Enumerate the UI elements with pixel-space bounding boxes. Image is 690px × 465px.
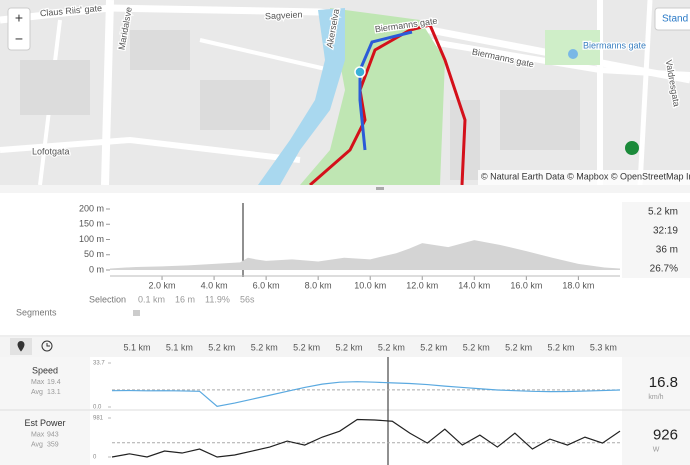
panel-labels [0, 357, 90, 465]
x-tick-label: 12.0 km [406, 280, 438, 290]
x-tick-label: 18.0 km [562, 280, 594, 290]
detail-x-label: 5.2 km [505, 342, 532, 352]
segment-mark [133, 310, 140, 316]
detail-x-label: 5.2 km [293, 342, 320, 352]
park [300, 8, 445, 185]
panel-values [622, 357, 690, 465]
detail-x-label: 5.1 km [123, 342, 150, 352]
detail-x-label: 5.2 km [547, 342, 574, 352]
selection-label: Selection [89, 294, 126, 304]
x-tick-label: 16.0 km [510, 280, 542, 290]
selection-value: 16 m [175, 294, 195, 304]
unit: km/h [648, 394, 663, 401]
avg-label: Avg [31, 389, 43, 396]
panel-name: Speed [32, 365, 58, 375]
poi-icon [625, 141, 639, 155]
splitter[interactable] [0, 185, 690, 193]
x-tick-label: 4.0 km [201, 280, 228, 290]
stat-value: 32:19 [653, 226, 678, 237]
stat-value: 5.2 km [648, 207, 678, 218]
attribution: © Natural Earth Data © Mapbox © OpenStre… [481, 171, 690, 181]
max-label: Max [31, 379, 45, 386]
series-line [111, 381, 621, 407]
detail-x-label: 5.2 km [378, 342, 405, 352]
style-button[interactable] [654, 7, 690, 31]
y-tick-label: 33.7 [93, 361, 105, 367]
unit: W [653, 446, 660, 453]
x-tick-label: 6.0 km [253, 280, 280, 290]
y-tick-label: 200 m [79, 203, 104, 213]
stat-value: 36 m [656, 245, 678, 256]
selection-value: 0.1 km [138, 294, 165, 304]
y-tick-label: 0 m [89, 264, 104, 274]
attribution-box [478, 170, 690, 185]
zoom-out[interactable]: − [15, 31, 23, 47]
series-line [111, 418, 621, 458]
x-tick-label: 10.0 km [354, 280, 386, 290]
x-tick-label: 8.0 km [305, 280, 332, 290]
river [258, 8, 345, 185]
y-tick-label: 50 m [84, 249, 104, 259]
clock-hands [46, 343, 50, 347]
route [309, 23, 467, 187]
elevation-area [110, 240, 620, 270]
detail-x-label: 5.2 km [208, 342, 235, 352]
stats-box [622, 202, 690, 278]
park [545, 30, 600, 65]
map-label: Sagveien [265, 9, 303, 21]
avg-value: 13.1 [47, 389, 61, 396]
detail-x-label: 5.2 km [420, 342, 447, 352]
x-tick-label: 14.0 km [458, 280, 490, 290]
current-value: 16.8 [649, 374, 678, 391]
detail-toolbar [0, 337, 690, 357]
map-label: Lofotgata [32, 146, 70, 156]
position-marker [354, 66, 366, 78]
avg-label: Avg [31, 441, 43, 448]
pin-icon [17, 341, 25, 352]
avg-value: 359 [47, 441, 59, 448]
y-tick-label: 0.0 [93, 405, 102, 411]
detail-x-label: 5.3 km [590, 342, 617, 352]
selection-value: 11.9% [205, 294, 230, 304]
map-label: Biermanns gate [583, 40, 646, 50]
detail-x-label: 5.2 km [251, 342, 278, 352]
segments-label: Segments [16, 307, 57, 317]
stat-value: 26.7% [650, 264, 678, 275]
poi-icon [568, 49, 578, 59]
max-label: Max [31, 431, 45, 438]
max-value: 19.4 [47, 379, 61, 386]
selection-value: 56s [240, 294, 255, 304]
detail-x-label: 5.2 km [463, 342, 490, 352]
current-value: 926 [653, 426, 678, 443]
max-value: 943 [47, 431, 59, 438]
zoom-in[interactable]: + [15, 10, 23, 26]
x-tick-label: 2.0 km [149, 280, 176, 290]
style-button-label: Stand [662, 14, 688, 25]
y-tick-label: 100 m [79, 234, 104, 244]
zoom-control [7, 7, 31, 51]
panel-name: Est Power [24, 418, 65, 428]
detail-x-label: 5.2 km [335, 342, 362, 352]
y-tick-label: 150 m [79, 219, 104, 229]
clock-icon[interactable] [41, 340, 53, 352]
detail-x-label: 5.1 km [166, 342, 193, 352]
y-tick-label: 981 [93, 416, 104, 422]
splitter-grip [376, 187, 384, 190]
y-tick-label: 0 [93, 455, 97, 461]
